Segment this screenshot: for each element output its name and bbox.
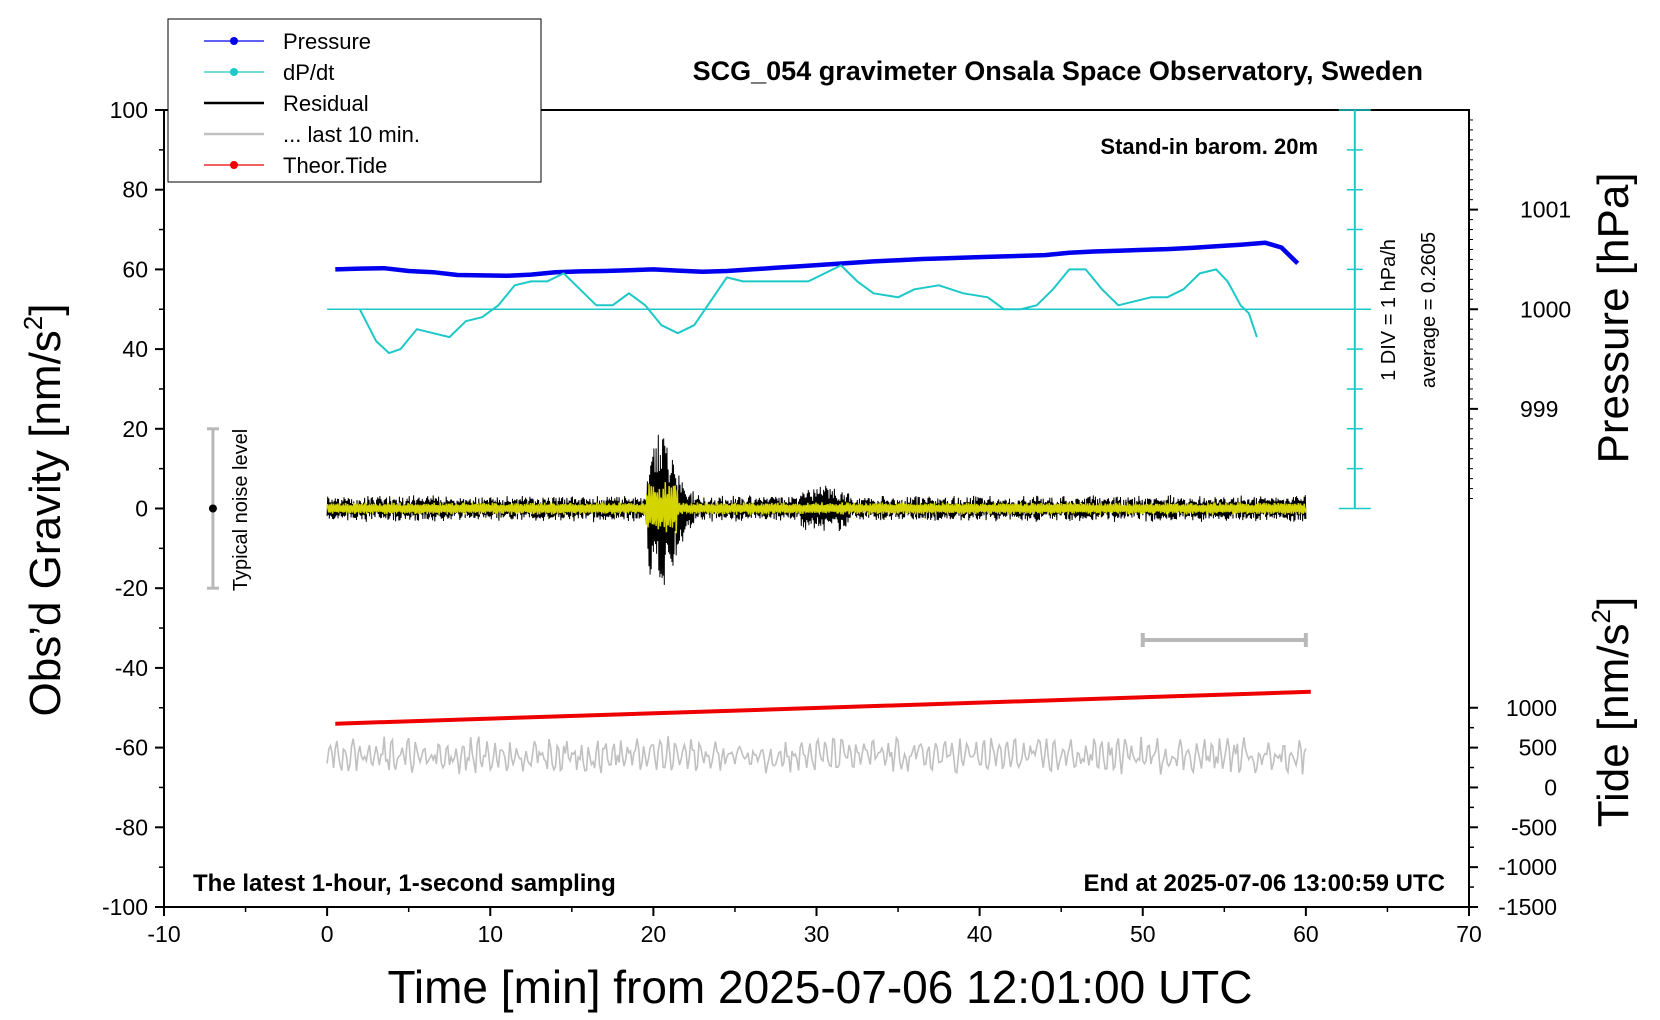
series-line-dpdt xyxy=(358,264,1258,355)
tide-axis-label-main: Tide [nm/s xyxy=(1589,623,1638,827)
series-line-last10 xyxy=(326,735,1307,776)
noise-level-note: Typical noise level xyxy=(230,429,252,591)
tide-axis-label-sup: 2 xyxy=(1586,609,1616,623)
x-tick-label: 40 xyxy=(967,921,993,947)
series-line-residual xyxy=(326,434,1307,585)
legend-label: Pressure xyxy=(283,29,371,54)
pressure-tick-label: 1001 xyxy=(1520,197,1571,223)
x-tick-label: 10 xyxy=(477,921,503,947)
x-tick-label: 0 xyxy=(321,921,334,947)
x-tick-label: 30 xyxy=(804,921,830,947)
tide-tick-label: -500 xyxy=(1511,814,1557,840)
latest-hour-note: The latest 1-hour, 1-second sampling xyxy=(193,870,616,897)
x-axis-label: Time [min] from 2025-07-06 12:01:00 UTC xyxy=(388,961,1253,1013)
y-tick-label: 20 xyxy=(122,416,148,442)
series-line-tide xyxy=(335,689,1311,726)
left-axis-label: Obs’d Gravity [nm/s2] xyxy=(18,303,70,716)
y-tick-label: 100 xyxy=(110,97,148,123)
pressure-tick-label: 999 xyxy=(1520,396,1558,422)
legend-box xyxy=(167,18,542,183)
y-tick-label: -100 xyxy=(102,894,148,920)
pressure-axis-label: Pressure [hPa] xyxy=(1589,172,1638,463)
legend-label: ... last 10 min. xyxy=(283,122,420,147)
tide-axis-label-end: ] xyxy=(1589,597,1638,609)
series-line-pressure xyxy=(335,240,1300,279)
y-tick-label: 80 xyxy=(122,177,148,203)
legend-label: dP/dt xyxy=(283,60,334,85)
legend-label: Residual xyxy=(283,91,369,116)
tide-axis-label: Tide [nm/s2] xyxy=(1586,597,1638,827)
y-tick-label: -20 xyxy=(115,575,148,601)
y-tick-label: -80 xyxy=(115,814,148,840)
tide-tick-label: -1000 xyxy=(1498,854,1557,880)
y-tick-label: 60 xyxy=(122,256,148,282)
noise-bar-center-dot xyxy=(208,504,217,513)
x-tick-label: 60 xyxy=(1293,921,1319,947)
x-tick-label: 70 xyxy=(1456,921,1482,947)
x-tick-label: 50 xyxy=(1130,921,1156,947)
series-line-residual-filtered xyxy=(326,482,1307,534)
legend: Pressure dP/dt Residual ... last 10 min. The… xyxy=(167,18,542,183)
end-time-note: End at 2025-07-06 13:00:59 UTC xyxy=(1084,870,1446,897)
y-tick-label: 40 xyxy=(122,336,148,362)
pressure-tick-label: 1000 xyxy=(1520,296,1571,322)
y-tick-label: -40 xyxy=(115,655,148,681)
left-axis-label-sup: 2 xyxy=(18,316,48,330)
tide-tick-label: -1500 xyxy=(1498,894,1557,920)
legend-swatch-marker xyxy=(230,37,238,45)
legend-swatch-marker xyxy=(230,161,238,169)
tide-tick-label: 0 xyxy=(1544,774,1557,800)
annotation-layer xyxy=(206,109,1371,648)
dpdt-div-note: 1 DIV = 1 hPa/h xyxy=(1378,239,1400,381)
dpdt-average-note: average = 0.2605 xyxy=(1418,232,1440,388)
chart-title: SCG_054 gravimeter Onsala Space Observat… xyxy=(693,56,1423,86)
left-axis-label-main: Obs’d Gravity [nm/s xyxy=(21,330,70,716)
series-layer xyxy=(326,240,1372,776)
stand-in-barometer-note: Stand-in barom. 20m xyxy=(1100,134,1318,159)
x-tick-label: -10 xyxy=(147,921,180,947)
tide-tick-label: 1000 xyxy=(1506,695,1557,721)
legend-items: Pressure dP/dt Residual ... last 10 min. The… xyxy=(204,29,420,178)
legend-swatch-marker xyxy=(230,68,238,76)
y-tick-label: -60 xyxy=(115,735,148,761)
x-tick-label: 20 xyxy=(641,921,667,947)
left-axis-label-end: ] xyxy=(21,303,70,315)
y-tick-label: 0 xyxy=(135,496,148,522)
legend-label: Theor.Tide xyxy=(283,153,387,178)
tide-tick-label: 500 xyxy=(1519,735,1557,761)
axes-layer: -10 0 10 20 30 40 50 60 70100806040200-20-40-60-… xyxy=(102,97,1571,947)
